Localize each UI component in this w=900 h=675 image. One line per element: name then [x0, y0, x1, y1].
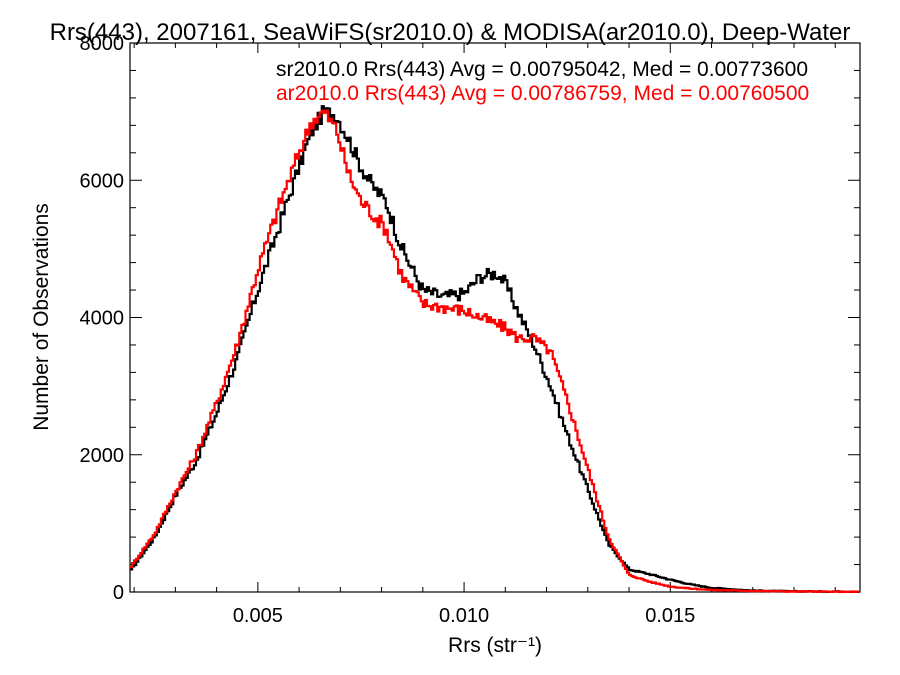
- chart-title: Rrs(443), 2007161, SeaWiFS(sr2010.0) & M…: [50, 19, 851, 46]
- x-axis-label: Rrs (str⁻¹): [448, 634, 542, 657]
- y-tick-label: 2000: [80, 445, 125, 467]
- series-line-1: [130, 105, 860, 594]
- annotation-series-2-stats: ar2010.0 Rrs(443) Avg = 0.00786759, Med …: [276, 82, 809, 105]
- x-tick-label: 0.010: [439, 605, 489, 627]
- y-tick-label: 4000: [80, 308, 125, 330]
- series-lines: [130, 105, 860, 594]
- x-tick-label: 0.005: [233, 605, 283, 627]
- y-axis-label: Number of Observations: [30, 203, 53, 431]
- series-line-2: [130, 109, 860, 594]
- plot-frame: [129, 42, 861, 593]
- plot-border: [129, 42, 861, 593]
- x-tick-label: 0.015: [645, 605, 695, 627]
- y-tick-label: 8000: [80, 33, 125, 55]
- axis-tick-labels: 0.005 0.010 0.015 0 2000 4000 6000 8000: [80, 33, 696, 627]
- annotation-series-1-stats: sr2010.0 Rrs(443) Avg = 0.00795042, Med …: [276, 58, 808, 81]
- y-tick-label: 0: [113, 582, 124, 604]
- axis-ticks: [130, 42, 860, 593]
- y-tick-label: 6000: [80, 170, 125, 192]
